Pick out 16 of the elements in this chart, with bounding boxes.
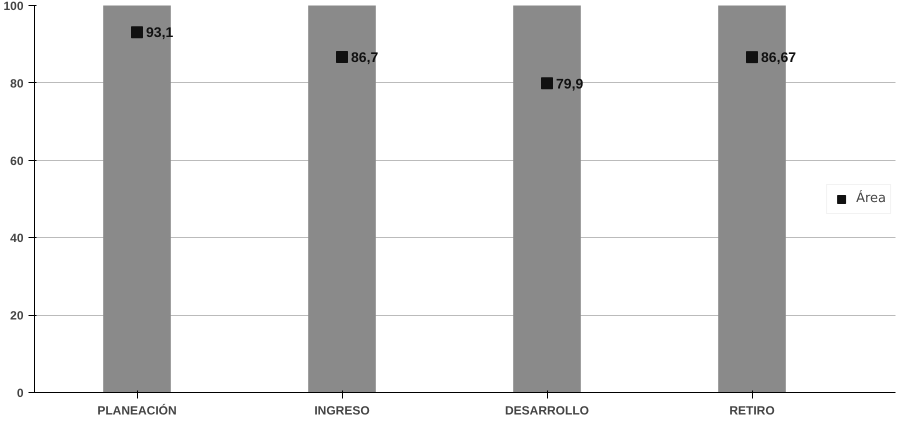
y-tick-label: 100 [3, 0, 24, 13]
x-tick-label: DESARROLLO [505, 404, 589, 418]
x-tick-label: PLANEACIÓN [97, 404, 177, 418]
point [541, 77, 553, 90]
legend-label: Área [856, 191, 886, 206]
point [131, 26, 143, 38]
y-tick-label: 60 [10, 154, 24, 168]
x-tick-label: INGRESO [314, 404, 370, 418]
y-tick-label: 80 [10, 76, 24, 90]
y-tick-label: 40 [10, 231, 24, 246]
y-tick-label: 0 [16, 386, 24, 400]
point [336, 50, 348, 63]
y-tick-label: 20 [10, 308, 24, 323]
data-label: 79,9 [556, 75, 584, 92]
x-tick-label: RETIRO [729, 404, 775, 418]
point [746, 51, 758, 64]
